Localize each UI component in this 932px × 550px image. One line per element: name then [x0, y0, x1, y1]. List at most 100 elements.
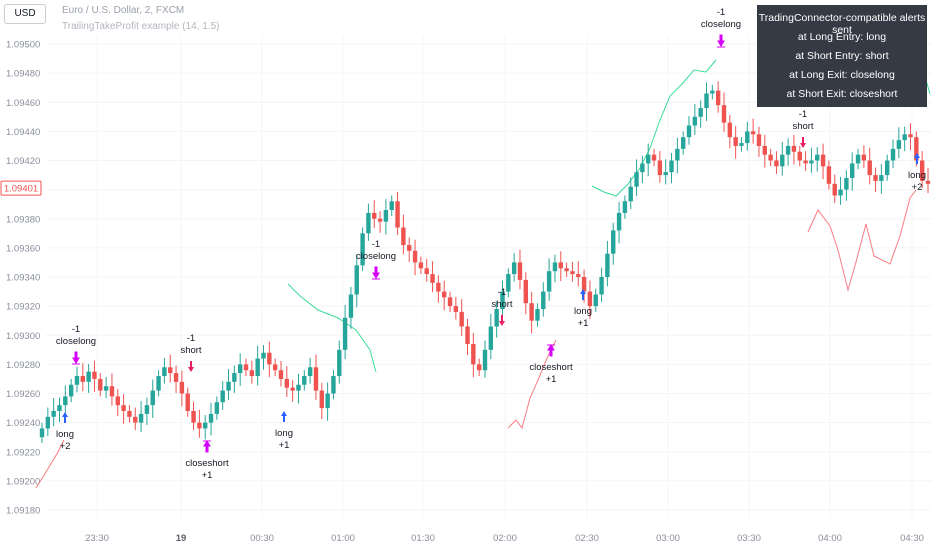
candle-body [570, 271, 575, 275]
candle-body [896, 140, 902, 149]
candle-body [820, 154, 826, 167]
candle-body [86, 371, 91, 382]
signal-label: -1 [72, 324, 80, 335]
candle-body [686, 125, 692, 138]
time-tick-label: 19 [176, 533, 187, 544]
candle-body [168, 367, 173, 374]
trailing-stop-line [507, 339, 557, 430]
signal-label: closelong [356, 251, 396, 262]
signal-long: long+1 [275, 411, 293, 451]
candle-body [430, 274, 435, 283]
candle-body [138, 413, 144, 423]
candle-body [412, 250, 418, 263]
candle-body [156, 376, 161, 391]
time-tick-label: 02:30 [575, 533, 599, 544]
signal-label: -1 [717, 7, 725, 18]
candle-body [319, 390, 324, 409]
signal-label: closelong [701, 19, 741, 30]
candle-body [133, 416, 138, 423]
candle-body [401, 227, 406, 245]
candle-body [721, 105, 727, 123]
candle-body [663, 172, 668, 176]
candle-body [552, 262, 558, 272]
candle-body [418, 262, 424, 269]
candle-body [622, 201, 628, 213]
candle-body [797, 151, 802, 161]
candle-body [564, 268, 569, 272]
candle-body [692, 116, 698, 126]
closelong-arrow-icon [72, 351, 80, 365]
signal-markers: -1closelonglong+2-1shortcloseshort+1long… [56, 7, 926, 481]
candle-body [844, 177, 849, 190]
candle-body [925, 180, 931, 184]
candle-body [704, 93, 709, 109]
candle-body [832, 183, 837, 196]
candle-body [710, 90, 715, 94]
candle-body [494, 309, 499, 327]
candle-body [768, 154, 773, 161]
price-tick-label: 1.09200 [6, 476, 40, 487]
candle-body [226, 381, 231, 391]
time-tick-label: 03:30 [737, 533, 761, 544]
price-axis: 1.09180 1.09200 1.09220 1.09240 1.09260 1.092… [6, 40, 40, 517]
candle-body [51, 410, 56, 417]
candle-body [98, 378, 103, 391]
candle-body [546, 271, 552, 292]
signal-label: long [574, 306, 592, 317]
candle-body [867, 160, 872, 176]
candle-body [884, 160, 890, 176]
candlestick-series [39, 81, 931, 444]
candle-body [599, 277, 604, 295]
time-tick-label: 04:00 [818, 533, 842, 544]
long-arrow-icon [914, 153, 920, 164]
alerts-info-box: TradingConnector-compatible alerts sent … [757, 5, 927, 107]
candle-body [616, 212, 622, 231]
signal-label: +1 [578, 318, 589, 329]
price-tick-label: 1.09460 [6, 98, 40, 109]
current-price-value: 1.09401 [4, 184, 38, 195]
candle-body [45, 416, 51, 429]
indicator-title: TrailingTakeProfit example (14, 1.5) [62, 21, 220, 32]
short-arrow-icon [499, 315, 505, 326]
time-axis: 23:30 19 00:30 01:00 01:30 02:00 02:30 03:00 03:… [85, 533, 924, 544]
candle-body [80, 376, 86, 382]
price-tick-label: 1.09440 [6, 127, 40, 138]
candle-body [459, 311, 464, 327]
candle-body [465, 326, 470, 344]
candle-body [506, 274, 511, 292]
signal-long: long+2 [56, 412, 74, 452]
trailing-stop-line [287, 283, 377, 373]
candle-body [488, 326, 494, 350]
candle-body [447, 297, 453, 307]
candle-body [698, 108, 703, 117]
candle-body [243, 364, 249, 371]
candle-body [255, 358, 260, 377]
chart-title: Euro / U.S. Dollar, 2, FXCM [62, 5, 185, 16]
candle-body [733, 137, 738, 146]
short-arrow-icon [800, 137, 806, 148]
candle-body [313, 367, 319, 391]
candle-body [756, 134, 762, 146]
candle-body [541, 291, 546, 310]
signal-label: closeshort [529, 362, 573, 373]
candle-body [646, 154, 651, 164]
signal-label: +2 [912, 182, 923, 193]
price-tick-label: 1.09420 [6, 156, 40, 167]
candle-body [92, 371, 97, 379]
trailing-stop-lines [35, 59, 931, 489]
candle-body [162, 367, 167, 377]
candle-body [302, 376, 307, 385]
alert-line: at Short Entry: short [795, 50, 889, 62]
signal-label: closelong [56, 336, 96, 347]
time-tick-label: 02:00 [493, 533, 517, 544]
candle-body [780, 154, 785, 167]
candle-body [296, 384, 301, 391]
candle-body [803, 160, 808, 164]
candle-body [511, 262, 517, 275]
currency-button[interactable]: USD [4, 4, 46, 24]
